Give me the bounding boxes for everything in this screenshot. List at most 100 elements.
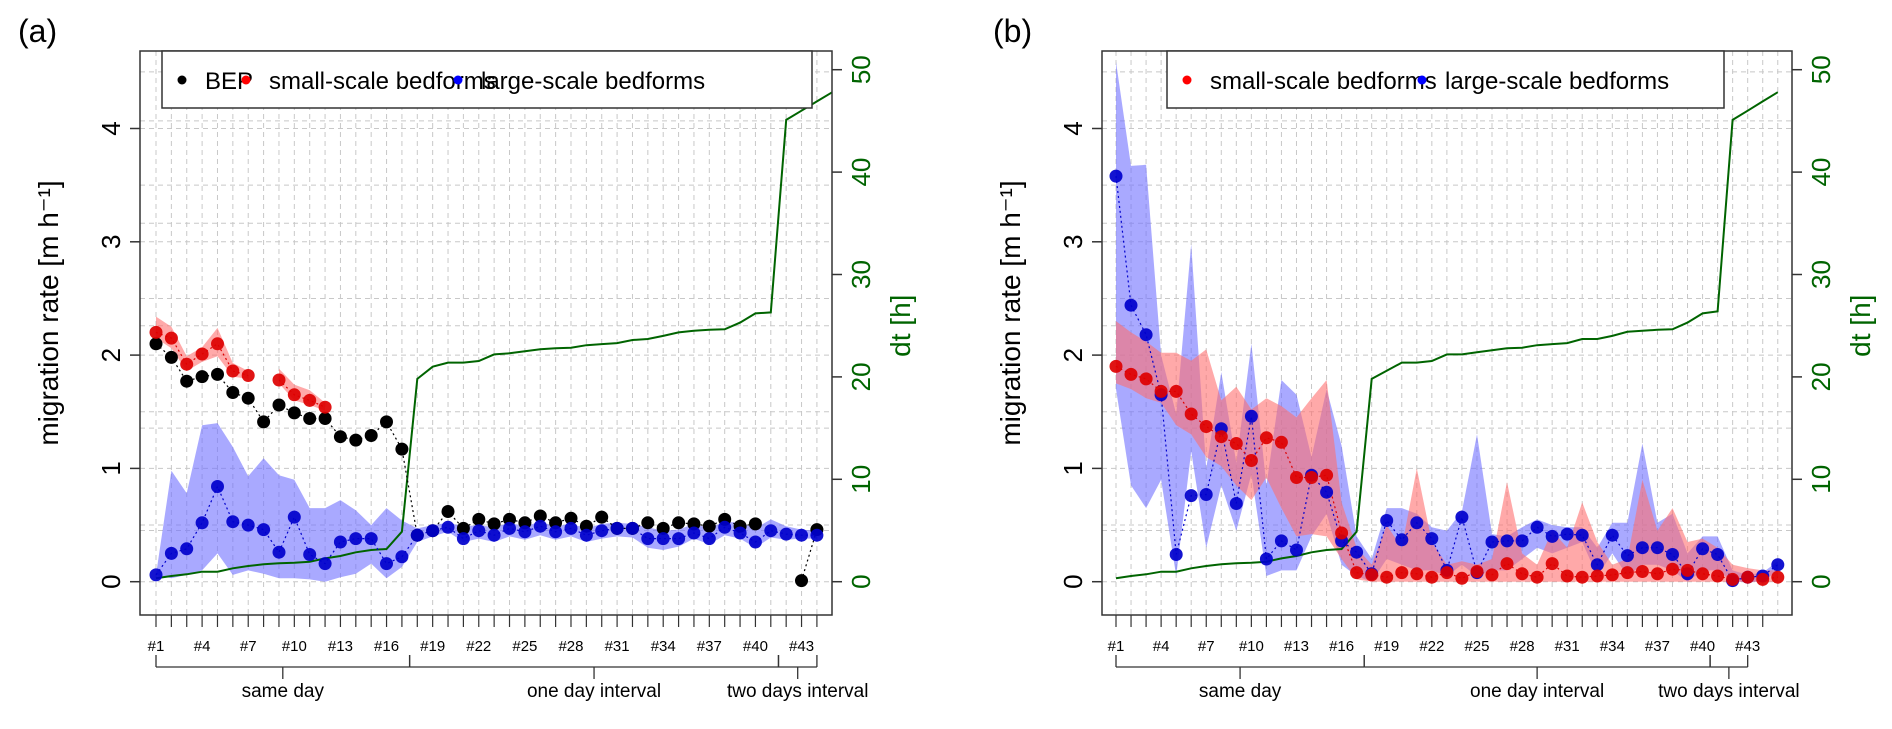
data-point-small — [272, 373, 286, 387]
y2-axis-label: dt [h] — [1845, 295, 1876, 357]
data-point-bep — [564, 511, 578, 525]
data-point-small — [164, 331, 178, 345]
plot-area — [149, 91, 832, 588]
x-tick-label: #28 — [558, 638, 583, 655]
data-point-large — [1515, 534, 1529, 548]
x-tick-label: #37 — [1645, 638, 1670, 655]
data-point-bep — [303, 412, 317, 425]
data-point-large — [303, 548, 317, 561]
y-tick-label: 0 — [96, 574, 126, 588]
data-point-bep — [672, 516, 686, 530]
data-point-large — [1274, 534, 1288, 548]
data-point-small — [1350, 566, 1364, 580]
data-point-large — [349, 532, 363, 546]
data-point-large — [272, 545, 286, 559]
data-point-small — [1184, 407, 1198, 421]
data-point-bep — [456, 521, 470, 535]
y-axis-label: migration rate [m h⁻¹] — [33, 180, 64, 445]
data-point-bep — [533, 509, 547, 523]
x-tick-label: #4 — [1153, 638, 1170, 655]
data-point-large — [1139, 328, 1153, 342]
data-point-large — [1545, 529, 1559, 543]
data-point-bep — [164, 350, 178, 364]
y2-tick-label: 10 — [846, 465, 876, 494]
panel-label: (b) — [993, 13, 1032, 49]
data-point-small — [1425, 570, 1439, 584]
data-point-small — [1605, 568, 1619, 582]
x-tick-label: #13 — [328, 638, 353, 655]
data-point-large — [1711, 548, 1725, 561]
data-point-bep — [195, 370, 209, 384]
data-point-large — [1605, 528, 1619, 542]
data-point-small — [1109, 359, 1123, 373]
y2-tick-label: 20 — [1806, 362, 1836, 391]
band-small — [279, 368, 326, 411]
x-tick-label: #34 — [1600, 638, 1625, 655]
data-point-small — [1756, 572, 1770, 586]
x-tick-label: #43 — [1735, 638, 1760, 655]
x-tick-label: #22 — [1419, 638, 1444, 655]
x-tick-label: #43 — [789, 638, 814, 655]
data-point-bep — [180, 374, 194, 388]
data-point-large — [1696, 542, 1710, 556]
data-point-bep — [579, 519, 593, 533]
x-tick-label: #22 — [466, 638, 491, 655]
y-tick-label: 4 — [96, 121, 126, 135]
data-point-small — [1154, 384, 1168, 398]
data-point-small — [1726, 572, 1740, 586]
connector-bep — [155, 343, 818, 581]
data-point-large — [164, 546, 178, 560]
data-point-small — [149, 325, 163, 339]
data-point-large — [1666, 548, 1679, 561]
x-tick-label: #40 — [1690, 638, 1715, 655]
data-point-small — [303, 393, 317, 407]
data-point-small — [1124, 367, 1138, 381]
data-point-bep — [395, 442, 409, 456]
data-point-large — [1380, 514, 1394, 527]
data-point-large — [1560, 527, 1574, 541]
data-point-small — [211, 337, 224, 351]
x-tick-label: #10 — [1239, 638, 1264, 655]
legend-marker-bep — [177, 75, 187, 85]
data-point-small — [1139, 372, 1153, 386]
data-point-large — [1620, 549, 1634, 563]
data-point-large — [211, 480, 224, 493]
data-point-small — [1290, 471, 1303, 484]
data-point-bep — [272, 398, 286, 412]
data-point-large — [226, 515, 240, 529]
panel-b: (b) 0 1 2 3 4 migration rate [m h⁻¹] 0 10 20 30 40 5… — [993, 13, 1876, 702]
x-tick-label: #7 — [240, 638, 257, 655]
data-point-small — [1741, 570, 1755, 584]
data-point-small — [1681, 563, 1694, 577]
dt-line — [155, 91, 832, 580]
data-point-small — [287, 388, 301, 402]
data-point-small — [1530, 570, 1544, 584]
data-point-large — [1425, 532, 1439, 546]
y2-tick-label: 40 — [846, 158, 876, 187]
data-point-small — [1229, 437, 1243, 450]
data-point-bep — [318, 412, 332, 425]
data-point-small — [241, 369, 255, 382]
data-point-large — [410, 528, 424, 542]
data-point-large — [149, 568, 163, 582]
data-point-large — [733, 526, 747, 540]
data-point-bep — [518, 516, 532, 530]
y-tick-label: 2 — [1058, 348, 1088, 362]
data-point-small — [318, 400, 332, 414]
group-label: two days interval — [727, 681, 869, 702]
data-point-large — [687, 526, 701, 540]
data-point-small — [1214, 430, 1228, 444]
y-tick-label: 3 — [1058, 235, 1088, 249]
data-point-small — [1199, 420, 1213, 433]
y2-axis-label: dt [h] — [885, 295, 916, 357]
x-tick-label: #28 — [1510, 638, 1535, 655]
data-point-bep — [149, 337, 163, 351]
data-point-bep — [441, 505, 455, 518]
data-point-large — [1169, 548, 1183, 561]
data-point-small — [1244, 454, 1258, 467]
data-point-bep — [333, 430, 347, 444]
data-point-small — [1470, 565, 1484, 578]
legend-marker-large — [1417, 75, 1427, 85]
